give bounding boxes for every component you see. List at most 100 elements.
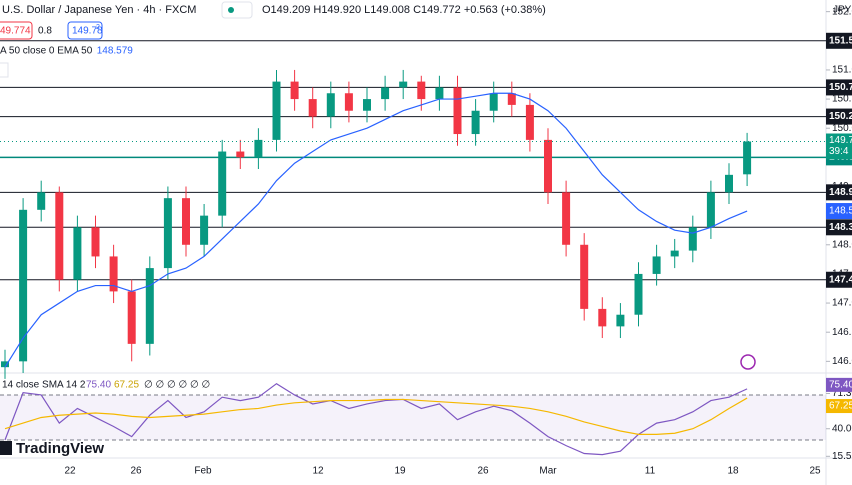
candle-body xyxy=(743,141,752,175)
candle-body xyxy=(507,93,516,105)
x-tick-label: 25 xyxy=(809,466,821,477)
x-tick-label: 26 xyxy=(130,466,142,477)
ema-line xyxy=(4,92,748,368)
candle-body xyxy=(616,314,625,327)
ema-box xyxy=(826,203,852,220)
level-label: 151.5 xyxy=(829,35,852,46)
level-box xyxy=(826,108,852,125)
candle-body xyxy=(308,99,317,117)
candle-body xyxy=(272,81,281,140)
candle-body xyxy=(453,87,462,135)
candle-body xyxy=(326,93,335,117)
candle-body xyxy=(218,151,227,216)
candle-body xyxy=(236,151,245,158)
rsi-legend-value: 75.40 xyxy=(86,380,111,391)
candle-body xyxy=(290,81,299,100)
candle-body xyxy=(399,81,408,88)
x-tick-label: 11 xyxy=(645,466,656,477)
sma-legend-value: 67.25 xyxy=(114,380,139,391)
candle-body xyxy=(73,227,82,280)
x-tick-label: 19 xyxy=(394,466,406,477)
currency: JPY xyxy=(833,5,852,16)
candle-body xyxy=(91,227,100,257)
buy-price-small[interactable]: 2 xyxy=(96,24,100,31)
price-label: 149.772 xyxy=(829,135,852,146)
level-box xyxy=(826,271,852,288)
y-tick-label: 146.0 xyxy=(832,356,852,367)
x-tick-label: 18 xyxy=(727,466,739,477)
sell-price[interactable]: 49.774 xyxy=(0,26,31,37)
candle-body xyxy=(182,198,190,245)
y-tick-label: 152.0 xyxy=(832,6,852,17)
buy-button[interactable] xyxy=(67,21,103,40)
x-tick-label: Feb xyxy=(194,466,212,477)
y-tick-label: 15.5 xyxy=(832,451,852,462)
status-dot xyxy=(228,7,234,13)
candle-body xyxy=(544,139,552,193)
plot xyxy=(0,11,830,457)
y-tick-label: 148.0 xyxy=(832,239,852,250)
collapse-button[interactable] xyxy=(0,62,9,78)
y-tick-label: 71.30 xyxy=(832,388,852,399)
candle-body xyxy=(435,87,444,100)
y-tick-label: 151.0 xyxy=(832,65,852,76)
candle-body xyxy=(200,215,209,245)
level-box xyxy=(826,79,852,96)
rsi-value-box xyxy=(826,399,852,414)
candle-body xyxy=(1,361,9,368)
level-label: 150.2 xyxy=(829,111,852,122)
candle-body xyxy=(598,308,607,327)
ema-legend: A 50 close 0 EMA 50 xyxy=(0,46,93,57)
candle-body xyxy=(725,174,733,193)
alert-icon[interactable] xyxy=(740,354,756,370)
level-box xyxy=(826,219,852,236)
candle-body xyxy=(363,99,371,111)
level-box xyxy=(826,184,852,201)
candle-body xyxy=(55,192,64,280)
sell-button[interactable] xyxy=(0,21,33,40)
x-tick-label: 12 xyxy=(312,466,324,477)
ema-legend-value: 148.579 xyxy=(97,46,134,57)
candle-body xyxy=(19,209,28,362)
buy-price[interactable]: 149.78 xyxy=(72,26,103,37)
rsi-band xyxy=(0,394,826,440)
candle-body xyxy=(670,250,679,257)
spread: 0.8 xyxy=(38,26,52,37)
rsi-value-label: 67.25 xyxy=(829,401,852,412)
rsi-legend: 14 close SMA 14 2 xyxy=(2,380,86,391)
rsi-line xyxy=(4,397,748,435)
candle-body xyxy=(417,81,426,100)
level-label: 148.9 xyxy=(829,187,852,198)
level-label: 147.4 xyxy=(829,274,852,285)
x-tick-label: 26 xyxy=(477,466,489,477)
candle-body xyxy=(580,244,589,309)
rsi-legend-extra: ∅ ∅ ∅ ∅ ∅ ∅ xyxy=(144,380,210,391)
candle-body xyxy=(525,104,534,140)
candle-body xyxy=(127,291,136,344)
logo-mark xyxy=(0,441,12,455)
rsi-line xyxy=(4,382,748,456)
candle-body xyxy=(109,256,118,292)
candle-body xyxy=(381,87,390,100)
ema-label: 148.579 xyxy=(829,206,852,217)
level-box xyxy=(826,32,852,49)
level-label: 148.3 xyxy=(829,222,852,233)
rsi-value-box xyxy=(826,377,852,392)
candle-body xyxy=(688,227,697,251)
level-label: 150.7 xyxy=(829,82,852,93)
price-box xyxy=(826,133,852,160)
y-tick-label: 40.00 xyxy=(832,423,852,434)
candle-body xyxy=(37,192,46,210)
ohlc: O149.209 H149.920 L149.008 C149.772 +0.5… xyxy=(262,4,546,16)
logo: TradingView xyxy=(0,440,104,457)
candle-body xyxy=(344,93,353,111)
y-tick-label: 150.5 xyxy=(832,94,852,105)
y-tick-label: 147.0 xyxy=(832,298,852,309)
candle-body xyxy=(254,139,263,158)
candle-body xyxy=(634,273,643,315)
y-tick-label: 150.0 xyxy=(832,123,852,134)
candle-body xyxy=(562,192,571,245)
logo-text: TradingView xyxy=(16,440,104,457)
